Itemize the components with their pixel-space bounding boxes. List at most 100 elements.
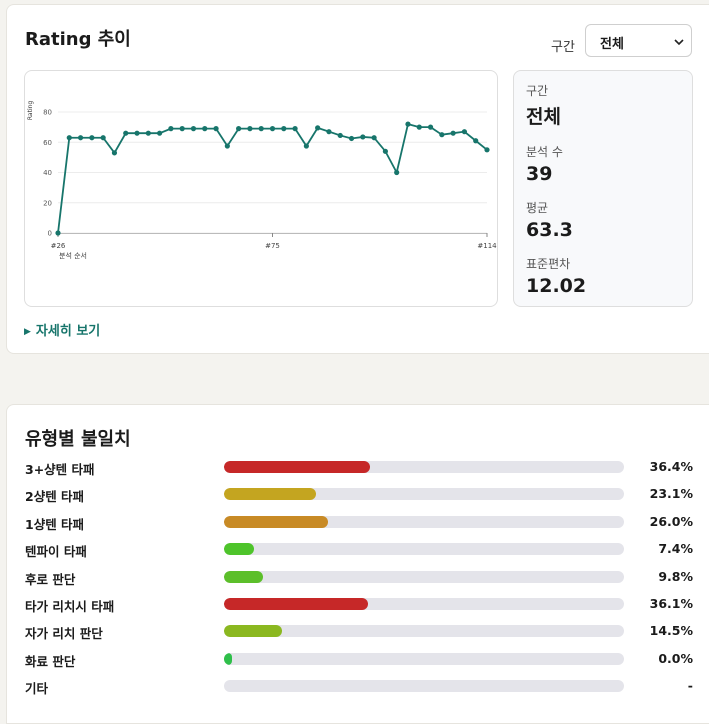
rating-point <box>348 135 355 142</box>
rating-point <box>66 135 72 141</box>
stat-label: 구간 <box>526 84 549 98</box>
row-label: 기타 <box>25 681 49 697</box>
rating-point <box>382 148 388 154</box>
rating-point <box>371 135 377 141</box>
rating-point <box>292 126 298 132</box>
row-label: 1샹텐 타패 <box>25 516 85 532</box>
rating-point <box>236 126 242 132</box>
rating-point <box>55 230 61 236</box>
rating-point <box>213 126 219 132</box>
bar-track <box>224 515 624 528</box>
row-value: 36.1% <box>649 596 693 611</box>
x-tick-label: #26 <box>51 242 66 250</box>
bar-track <box>224 598 624 610</box>
y-tick-label: 20 <box>43 199 52 207</box>
rating-point <box>439 132 445 138</box>
bar-track <box>224 543 624 556</box>
rating-point <box>157 130 163 136</box>
bar-fill <box>224 598 369 610</box>
rating-point <box>111 150 118 156</box>
mismatch-row: 기타 - <box>7 676 709 696</box>
rating-point <box>473 138 479 144</box>
mismatch-card: 유형별 불일치 3+샹텐 타패 36.4% 2샹텐 타패 23.1% 1샹텐 타패 26.… <box>6 404 709 724</box>
rating-point <box>202 126 208 132</box>
rating-point <box>100 135 106 141</box>
bar-fill <box>224 461 370 473</box>
rating-point <box>360 134 366 140</box>
y-tick-label: 0 <box>48 230 52 238</box>
mismatch-row: 후로 판단 9.8% <box>7 567 709 587</box>
rating-point <box>281 126 287 132</box>
rating-line <box>57 122 488 234</box>
rating-point <box>168 126 174 132</box>
bar-fill <box>224 570 264 583</box>
row-label: 텐파이 타패 <box>25 544 87 560</box>
bar-fill <box>224 543 254 556</box>
y-axis-label: Rating <box>27 101 34 121</box>
x-tick-label: #75 <box>265 242 280 250</box>
bar-fill <box>224 488 317 501</box>
bar-track <box>224 488 624 501</box>
rating-point <box>89 135 95 141</box>
rating-point <box>450 130 456 136</box>
bar-track <box>224 570 624 583</box>
bar-track <box>224 652 624 665</box>
row-label: 화료 판단 <box>25 653 76 669</box>
row-value: 7.4% <box>658 541 693 557</box>
row-value: 9.8% <box>658 568 693 584</box>
rating-point <box>484 147 490 153</box>
rating-point <box>123 130 129 136</box>
y-tick-label: 60 <box>43 139 52 147</box>
y-tick-label: 80 <box>43 109 52 117</box>
bar-fill <box>224 515 328 528</box>
rating-card: Rating 추이 구간 전체 Rating 0 20 40 60 80 #26 #75 #11… <box>6 4 709 354</box>
bar-track <box>224 680 624 693</box>
bar-track <box>224 625 624 638</box>
chevron-icon <box>674 39 684 46</box>
stat-label: 평균 <box>526 201 549 215</box>
card-title: Rating 추이 <box>25 29 131 50</box>
stat-value: 12.02 <box>526 275 587 297</box>
row-value: 36.4% <box>649 459 693 474</box>
rating-point <box>224 143 230 149</box>
stat-value: 63.3 <box>526 219 573 241</box>
x-axis-label: 분석 순서 <box>59 251 87 260</box>
rating-point <box>427 124 434 130</box>
stat-value: 전체 <box>526 106 561 128</box>
chart-panel: Rating 0 20 40 60 80 #26 #75 #114 분석 순서 <box>24 70 498 307</box>
rating-point <box>337 132 343 139</box>
row-value: 23.1% <box>649 486 693 502</box>
stat-value: 39 <box>526 163 553 185</box>
rating-point <box>416 124 422 130</box>
stat-label: 분석 수 <box>526 145 563 159</box>
mismatch-row: 3+샹텐 타패 36.4% <box>7 457 709 477</box>
row-value: 0.0% <box>658 650 693 666</box>
row-label: 후로 판단 <box>25 571 76 587</box>
range-label: 구간 <box>551 40 575 55</box>
card-title: 유형별 불일치 <box>25 429 131 450</box>
row-value: 14.5% <box>649 623 693 639</box>
rating-point <box>326 129 332 135</box>
row-label: 3+샹텐 타패 <box>25 462 95 477</box>
rating-point <box>461 129 468 135</box>
mismatch-row: 화료 판단 0.0% <box>7 649 709 669</box>
rating-point <box>77 135 84 141</box>
row-value: 26.0% <box>649 513 693 529</box>
mismatch-row: 타가 리치시 타패 36.1% <box>7 594 709 614</box>
rating-point <box>145 130 151 136</box>
rating-point <box>315 125 321 131</box>
range-select[interactable]: 전체 <box>585 24 692 57</box>
rating-point <box>179 126 185 132</box>
page: html, body { margin: 0; padding: 0; } bo… <box>6 4 709 724</box>
bar-fill <box>224 625 282 638</box>
rating-point <box>134 130 140 136</box>
rating-point <box>269 126 276 132</box>
row-label: 타가 리치시 타패 <box>25 599 115 614</box>
row-label: 2샹텐 타패 <box>25 489 85 505</box>
range-select-value: 전체 <box>600 37 624 52</box>
rating-point <box>258 126 264 132</box>
page-body: {"header": {"title": "Rating 추이", "range… <box>6 4 709 724</box>
details-toggle[interactable]: ▶ 자세히 보기 <box>24 324 101 339</box>
row-label: 자가 리치 판단 <box>25 626 103 642</box>
y-tick-label: 40 <box>43 169 52 177</box>
